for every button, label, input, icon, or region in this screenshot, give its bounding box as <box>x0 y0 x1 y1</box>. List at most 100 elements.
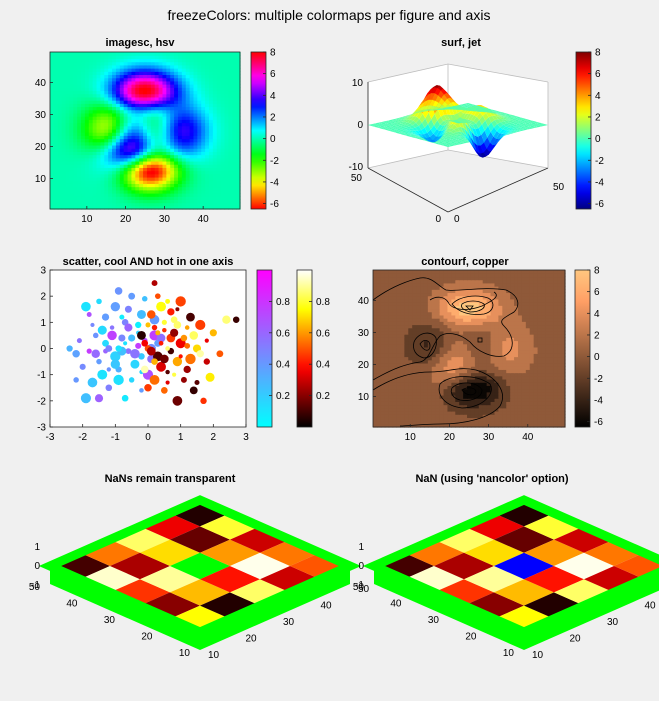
imagesc-cell <box>100 205 105 210</box>
contourf-cell <box>420 388 425 393</box>
imagesc-cell <box>96 167 102 172</box>
imagesc-cell <box>50 173 55 178</box>
contourf-cell <box>423 366 429 370</box>
contourf-cell <box>404 350 409 354</box>
imagesc-cell <box>77 144 82 149</box>
surf-patch <box>415 125 422 131</box>
surf-patch <box>469 123 476 130</box>
contourf-cell <box>467 378 472 383</box>
imagesc-x-ticks: 10 20 30 40 <box>81 206 209 225</box>
contourf-cell <box>549 334 554 338</box>
imagesc-cell <box>92 151 98 156</box>
imagesc-cell <box>205 173 210 178</box>
imagesc-cell <box>224 103 229 108</box>
imagesc-cell <box>108 100 113 104</box>
surf-patch <box>430 85 437 90</box>
imagesc-cell <box>127 157 133 162</box>
scatter-x-tick-label: 2 <box>211 432 217 443</box>
contourf-cell <box>408 353 413 358</box>
imagesc-cell <box>127 119 133 124</box>
surf-patch <box>440 144 446 146</box>
contourf-cell <box>533 382 539 386</box>
imagesc-cell <box>84 80 90 85</box>
contourf-cell <box>404 378 409 383</box>
contourf-cell <box>439 420 445 425</box>
contourf-cell <box>467 340 472 345</box>
imagesc-cell <box>69 170 74 175</box>
imagesc-cell <box>150 87 156 92</box>
imagesc-cell <box>205 64 210 69</box>
imagesc-cell <box>143 125 148 130</box>
imagesc-cell <box>197 77 202 82</box>
imagesc-cell <box>81 80 86 85</box>
imagesc-cell <box>115 55 121 60</box>
imagesc-cell <box>65 164 70 168</box>
surf-patch <box>490 127 497 137</box>
surf-patch <box>527 123 534 125</box>
imagesc-cell <box>193 135 198 140</box>
imagesc-cell <box>224 100 229 104</box>
imagesc-cell <box>104 96 109 101</box>
imagesc-cell <box>228 202 233 207</box>
imagesc-cell <box>189 103 195 108</box>
imagesc-cell <box>73 138 78 143</box>
imagesc-cell <box>220 87 226 92</box>
imagesc-cell <box>170 90 175 95</box>
surf-patch <box>418 138 425 140</box>
imagesc-cell <box>208 52 214 56</box>
scatter-point-hot <box>185 353 196 365</box>
contourf-cell <box>459 394 464 399</box>
contourf-cell <box>400 366 405 370</box>
imagesc-cell <box>228 122 233 127</box>
imagesc-cell <box>193 141 198 146</box>
imagesc-cell <box>224 199 229 204</box>
contourf-cell <box>478 337 484 342</box>
imagesc-cell <box>150 119 156 124</box>
contourf-cell <box>541 378 547 383</box>
surf-patch <box>511 126 518 129</box>
surf-patch <box>507 130 514 133</box>
surf-patch <box>458 109 465 110</box>
imagesc-cell <box>100 125 105 130</box>
contourf-cell <box>470 340 476 345</box>
imagesc-cell <box>170 122 175 127</box>
contourf-cell <box>561 388 566 393</box>
contourf-cell <box>502 414 507 418</box>
imagesc-cell <box>119 183 125 188</box>
surf-patch <box>522 122 528 124</box>
contourf-cell <box>533 334 539 338</box>
scatter-point-cool <box>110 351 121 362</box>
surf-patch <box>446 119 453 122</box>
surf-patch <box>462 113 469 120</box>
imagesc-cell <box>170 84 175 88</box>
imagesc-cell <box>181 68 187 72</box>
imagesc-cell <box>84 125 90 130</box>
contourf-cell <box>553 375 558 380</box>
imagesc-cell <box>112 183 117 188</box>
imagesc-cell <box>170 180 175 184</box>
contourf-cell <box>447 404 452 409</box>
imagesc-cell <box>88 64 94 69</box>
imagesc-cell <box>193 160 198 165</box>
imagesc-cell <box>61 103 67 108</box>
imagesc-cell <box>224 71 229 76</box>
scatter-point-cool <box>130 359 140 369</box>
surf-patch <box>504 113 511 116</box>
contourf-cell <box>451 407 456 412</box>
imagesc-cell <box>131 116 136 120</box>
imagesc-cell <box>115 154 121 159</box>
imagesc-cell <box>205 80 210 85</box>
contourf-cell <box>525 404 531 409</box>
contourf-cell <box>435 359 441 364</box>
imagesc-cell <box>181 93 187 98</box>
contourf-cell <box>525 340 531 345</box>
imagesc-cell <box>84 52 90 56</box>
contourf-cell <box>470 394 476 399</box>
imagesc-cell <box>224 68 229 72</box>
contourf-cell <box>470 391 476 396</box>
imagesc-cell <box>236 90 241 95</box>
imagesc-cell <box>228 100 233 104</box>
contourf-cell <box>416 382 421 386</box>
surf-patch <box>413 137 420 139</box>
imagesc-cell <box>224 109 229 114</box>
